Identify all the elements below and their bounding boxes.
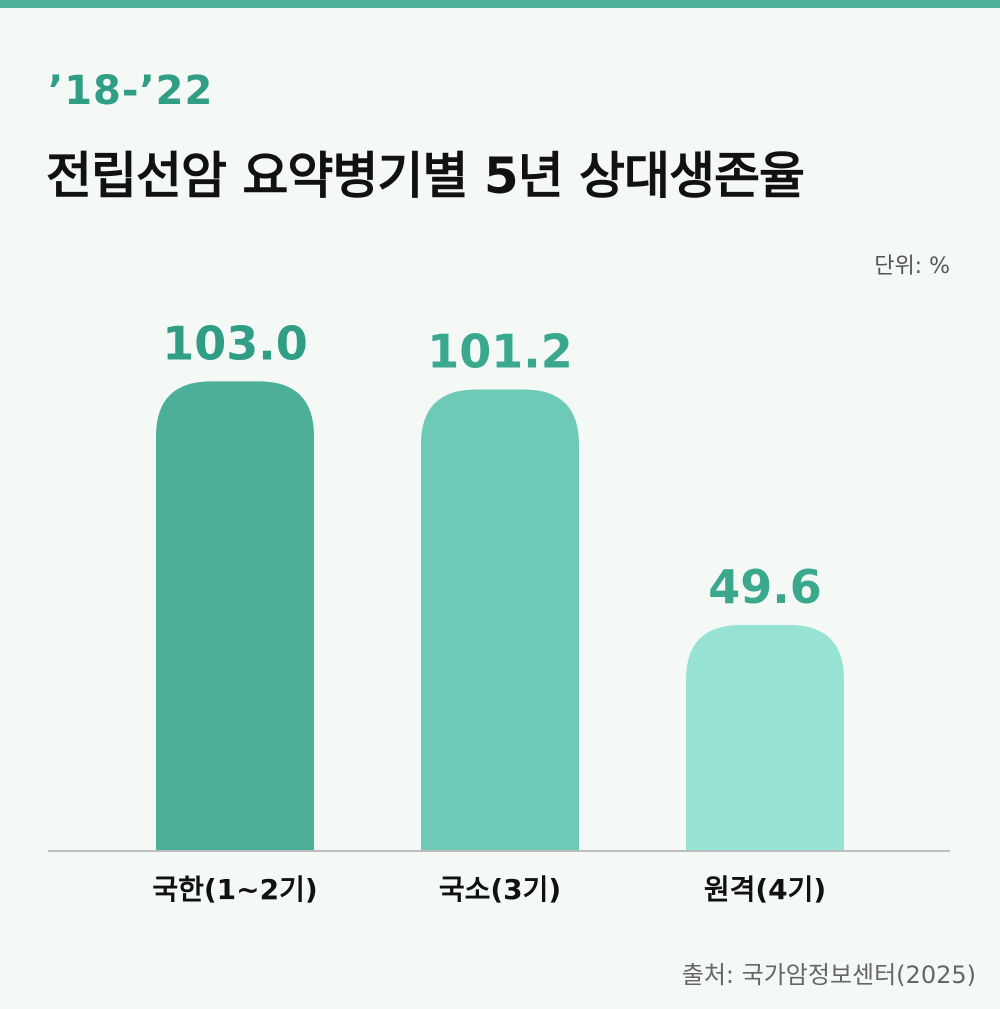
value-label-1: 103.0 [162, 316, 308, 370]
category-label-1: 국한(1~2기) [152, 873, 317, 906]
chart-title: 전립선암 요약병기별 5년 상대생존율 [46, 147, 805, 205]
source-note: 출처: 국가암정보센터(2025) [681, 961, 976, 989]
bar-chart: 103.0 국한(1~2기) 101.2 국소(3기) 49.6 원격(4기) [48, 316, 950, 906]
bar-1 [156, 381, 314, 851]
bar-2 [421, 389, 579, 851]
top-accent-bar [0, 0, 1000, 8]
chart-subtitle: ’18-’22 [48, 68, 214, 114]
category-label-3: 원격(4기) [704, 873, 826, 906]
bar-3 [686, 624, 844, 851]
value-label-2: 101.2 [427, 325, 573, 379]
unit-label: 단위: % [874, 254, 950, 279]
category-label-2: 국소(3기) [439, 873, 561, 906]
value-label-3: 49.6 [708, 560, 822, 614]
